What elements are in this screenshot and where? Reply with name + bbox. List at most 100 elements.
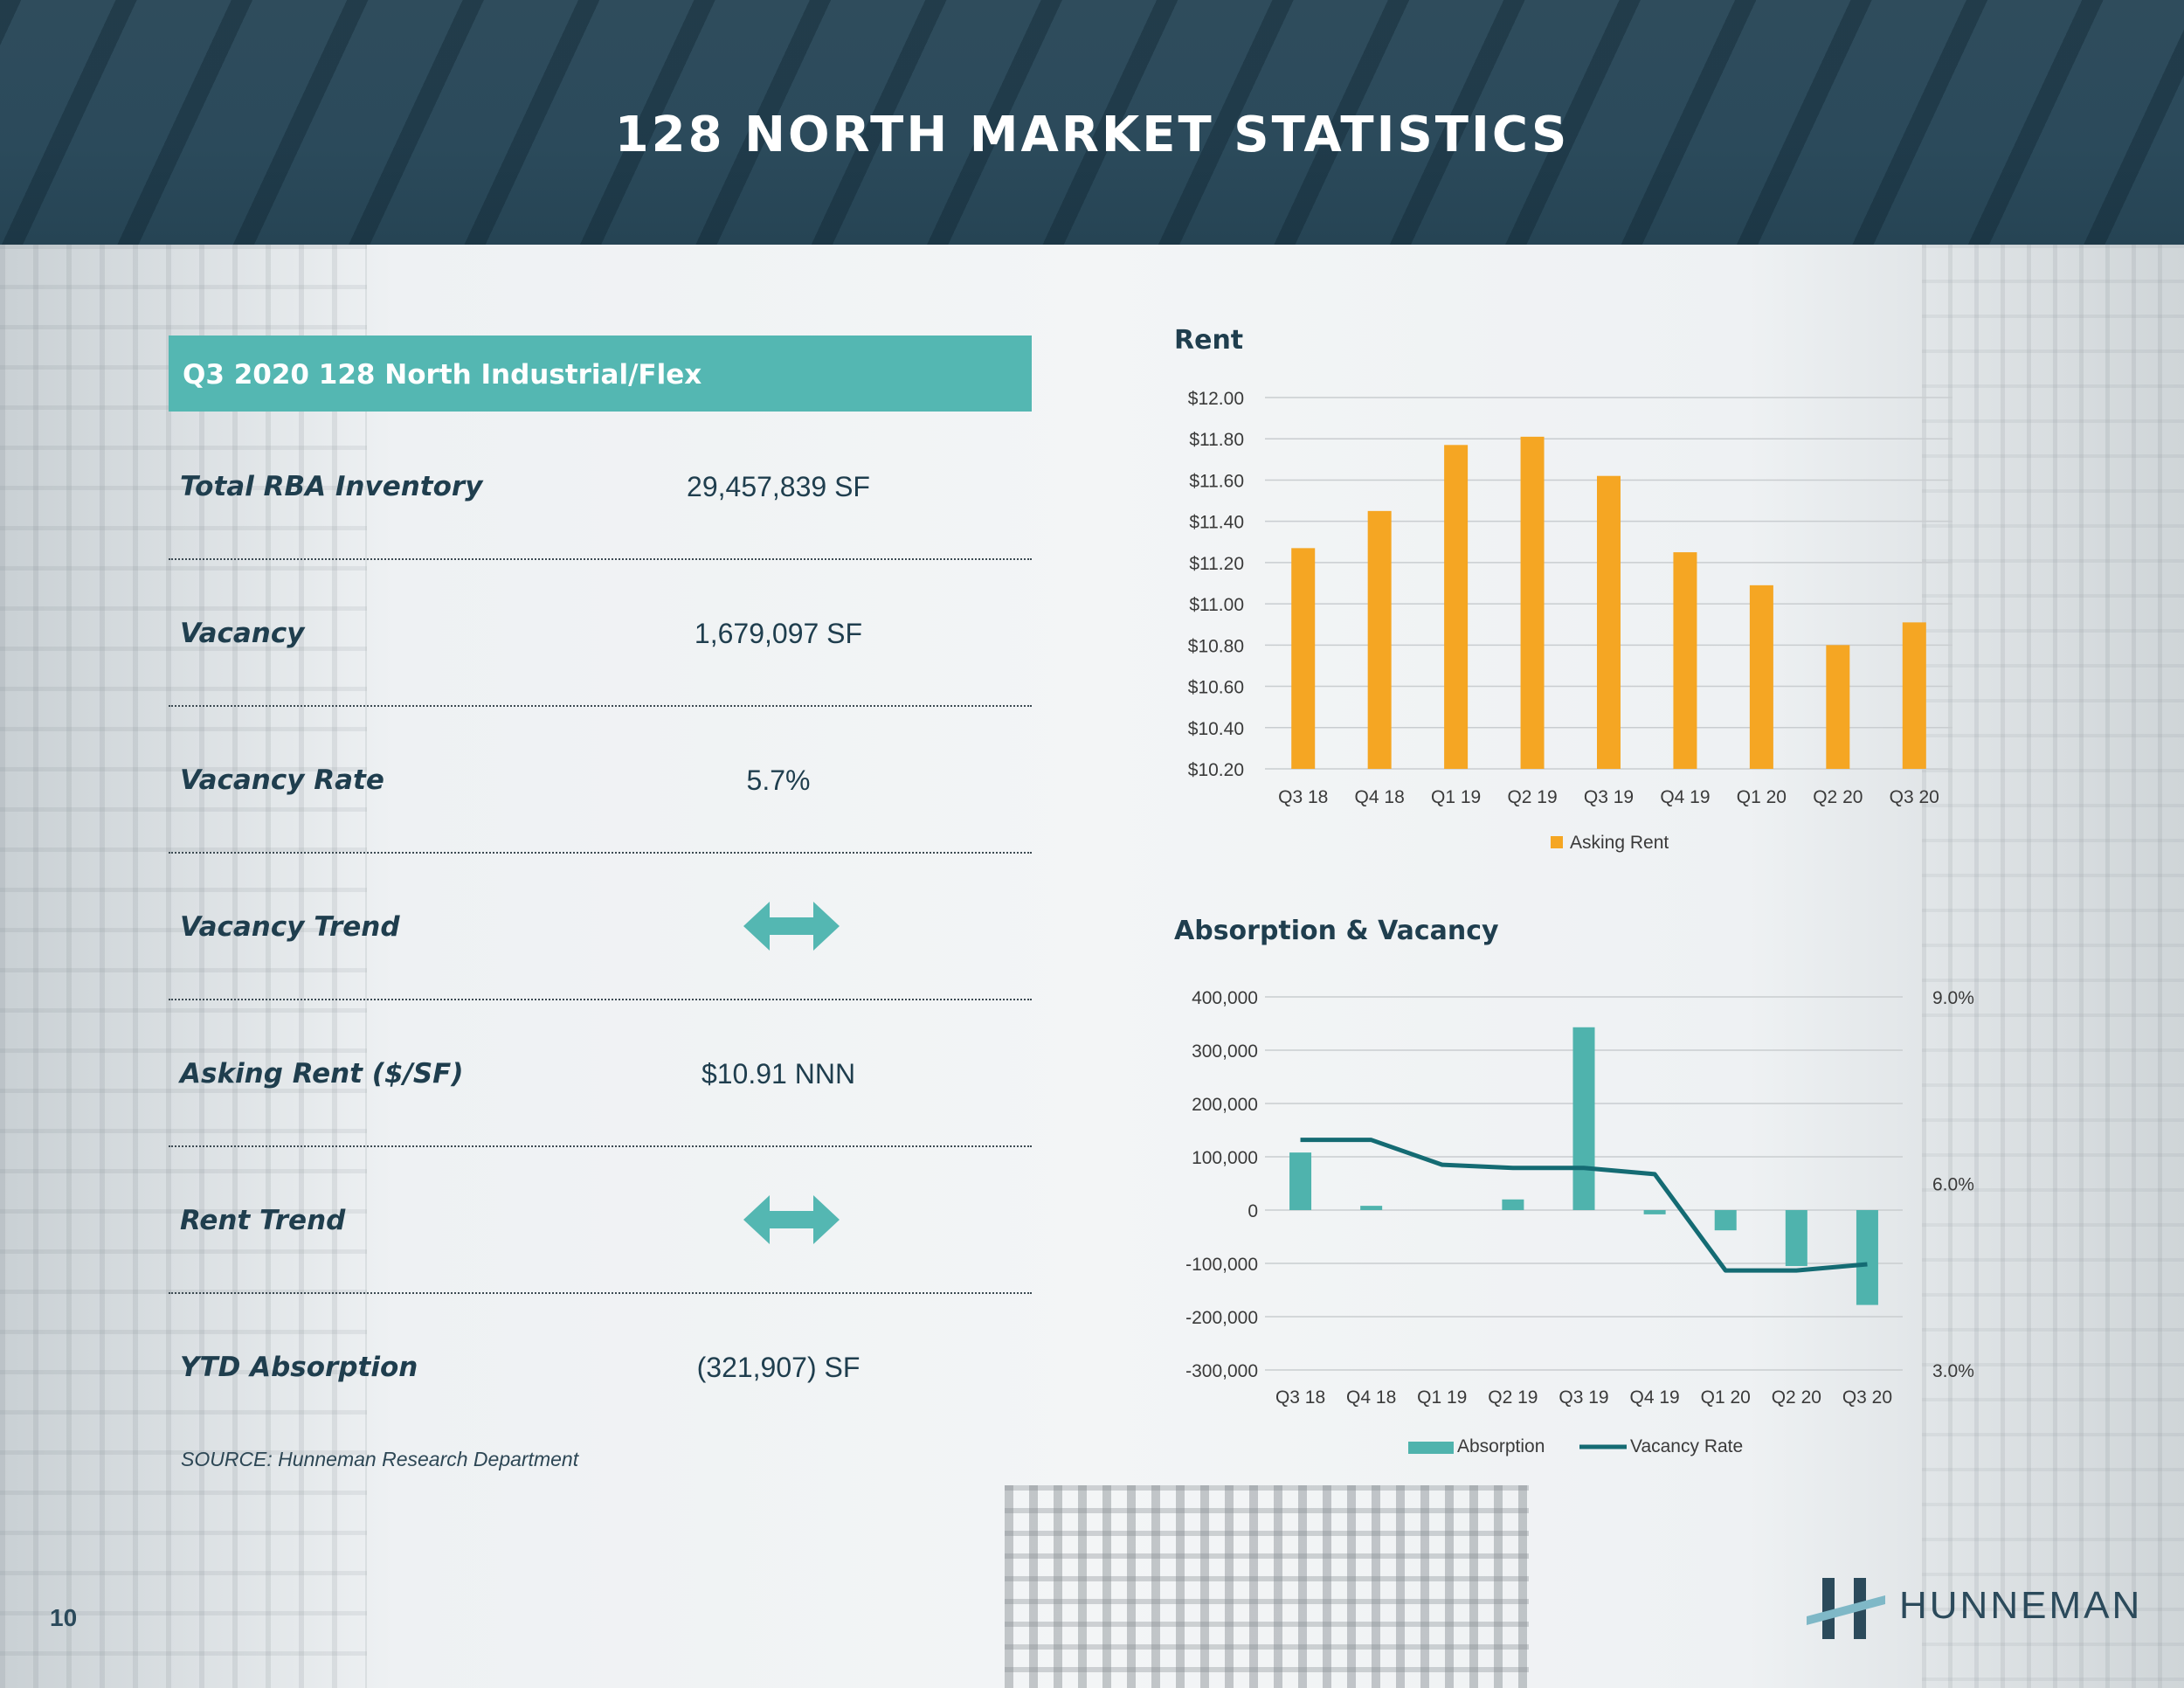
x-tick-label: Q3 18	[1275, 1387, 1325, 1408]
page-number: 10	[50, 1604, 78, 1631]
rent-bar	[1597, 475, 1621, 769]
source-note: SOURCE: Hunneman Research Department	[181, 1448, 579, 1470]
legend-label-absorption: Absorption	[1457, 1436, 1545, 1456]
brand-name: HUNNEMAN	[1899, 1584, 2143, 1627]
stat-row-ytd-absorption: YTD Absorption (321,907) SF	[169, 1292, 1032, 1439]
rent-chart: $10.20 $10.40 $10.60 $10.80 $11.00 $11.20 $11.…	[1188, 389, 1952, 853]
y-tick-label: -200,000	[1185, 1308, 1258, 1328]
rent-bar	[1367, 510, 1392, 769]
y-tick-label: $11.00	[1189, 595, 1244, 615]
row-divider	[169, 558, 1032, 560]
x-tick-label: Q4 18	[1355, 787, 1405, 807]
x-tick-label: Q3 20	[1842, 1387, 1892, 1408]
stat-row-vacancy-trend: Vacancy Trend	[169, 852, 1032, 1000]
header-banner: 128 NORTH MARKET STATISTICS	[0, 0, 2184, 245]
absorption-chart-title: Absorption & Vacancy	[1174, 916, 1499, 946]
y-tick-label: $11.20	[1189, 554, 1244, 574]
stat-label: Total RBA Inventory	[180, 471, 483, 502]
stat-row-rent-trend: Rent Trend	[169, 1145, 1032, 1294]
rent-bar	[1749, 585, 1773, 769]
double-arrow-icon	[743, 902, 840, 951]
background-building-left	[0, 245, 367, 1688]
background-building-right	[1922, 245, 2184, 1688]
legend-swatch-absorption	[1408, 1442, 1454, 1454]
x-tick-label: Q3 18	[1278, 787, 1328, 807]
rent-bar	[1520, 436, 1545, 769]
stat-value: (321,907) SF	[696, 1352, 860, 1383]
y2-tick-label: 6.0%	[1932, 1175, 1974, 1195]
stat-label: Vacancy Rate	[180, 764, 384, 796]
rent-bar	[1902, 622, 1926, 769]
x-tick-label: Q2 19	[1488, 1387, 1538, 1408]
absorption-bar	[1572, 1027, 1595, 1210]
y-tick-label: $11.80	[1189, 430, 1244, 450]
absorption-bar	[1714, 1210, 1737, 1231]
stat-row-vacancy: Vacancy 1,679,097 SF	[169, 558, 1032, 707]
stat-row-vacancy-rate: Vacancy Rate 5.7%	[169, 705, 1032, 854]
stat-label: YTD Absorption	[180, 1352, 418, 1383]
stat-label: Asking Rent ($/SF)	[180, 1058, 464, 1090]
legend-label-asking-rent: Asking Rent	[1570, 833, 1669, 853]
vacancy-rate-line	[1300, 1138, 1868, 1273]
x-tick-label: Q1 19	[1431, 787, 1481, 807]
rent-bar	[1444, 445, 1469, 769]
y-tick-label: 0	[1248, 1201, 1258, 1221]
y2-tick-label: 3.0%	[1932, 1361, 1974, 1381]
stats-banner-title: Q3 2020 128 North Industrial/Flex	[183, 359, 702, 391]
stat-value: 1,679,097 SF	[694, 618, 863, 649]
stat-value: 5.7%	[746, 764, 811, 796]
rent-bar	[1826, 645, 1850, 769]
y2-tick-label: 9.0%	[1932, 988, 1974, 1008]
absorption-bar	[1502, 1199, 1524, 1210]
absorption-bar	[1643, 1210, 1666, 1214]
rent-chart-title: Rent	[1174, 325, 1244, 356]
stat-row-asking-rent: Asking Rent ($/SF) $10.91 NNN	[169, 999, 1032, 1147]
x-tick-label: Q3 19	[1559, 1387, 1608, 1408]
y-tick-label: $10.60	[1188, 678, 1244, 698]
y-tick-label: 200,000	[1192, 1095, 1258, 1115]
x-tick-label: Q1 20	[1737, 787, 1787, 807]
double-arrow-icon	[743, 1195, 840, 1244]
row-divider	[169, 1292, 1032, 1294]
y-tick-label: 100,000	[1192, 1148, 1258, 1168]
row-divider	[169, 852, 1032, 854]
x-tick-label: Q3 19	[1584, 787, 1634, 807]
absorption-vacancy-chart: -300,000 -200,000 -100,000 0 100,000 200,000 3…	[1185, 988, 1974, 1456]
x-tick-label: Q2 19	[1507, 787, 1557, 807]
y-tick-label: 300,000	[1192, 1041, 1258, 1062]
stat-value: 29,457,839 SF	[687, 471, 870, 502]
y-tick-label: -100,000	[1185, 1255, 1258, 1275]
x-tick-label: Q1 20	[1701, 1387, 1751, 1408]
y-tick-label: -300,000	[1185, 1361, 1258, 1381]
absorption-bar	[1856, 1210, 1878, 1305]
stat-label: Vacancy	[180, 618, 305, 649]
row-divider	[169, 705, 1032, 707]
row-divider	[169, 1145, 1032, 1147]
legend-label-vacancy-rate: Vacancy Rate	[1630, 1436, 1743, 1456]
stat-label: Rent Trend	[180, 1205, 346, 1236]
absorption-bar	[1289, 1152, 1312, 1210]
x-tick-label: Q2 20	[1772, 1387, 1821, 1408]
x-tick-label: Q4 18	[1346, 1387, 1396, 1408]
x-tick-label: Q3 20	[1890, 787, 1939, 807]
hunneman-logo-icon	[1807, 1578, 1885, 1639]
rent-bar	[1673, 552, 1697, 769]
x-tick-label: Q4 19	[1630, 1387, 1680, 1408]
absorption-bar	[1785, 1210, 1807, 1267]
x-tick-label: Q1 19	[1417, 1387, 1467, 1408]
x-tick-label: Q4 19	[1660, 787, 1710, 807]
absorption-bar	[1360, 1206, 1383, 1210]
stat-label: Vacancy Trend	[180, 911, 400, 943]
y-tick-label: $11.40	[1189, 513, 1244, 533]
y-tick-label: $10.80	[1188, 636, 1244, 656]
row-divider	[169, 999, 1032, 1000]
y-tick-label: 400,000	[1192, 988, 1258, 1008]
y-tick-label: $10.20	[1188, 760, 1244, 780]
y-tick-label: $12.00	[1188, 389, 1244, 409]
page-title: 128 NORTH MARKET STATISTICS	[614, 107, 1570, 163]
legend-swatch-asking-rent	[1551, 836, 1563, 848]
stat-row-total-rba: Total RBA Inventory 29,457,839 SF	[169, 412, 1032, 560]
y-tick-label: $11.60	[1189, 471, 1244, 491]
background-building-bottom	[1005, 1485, 1529, 1688]
